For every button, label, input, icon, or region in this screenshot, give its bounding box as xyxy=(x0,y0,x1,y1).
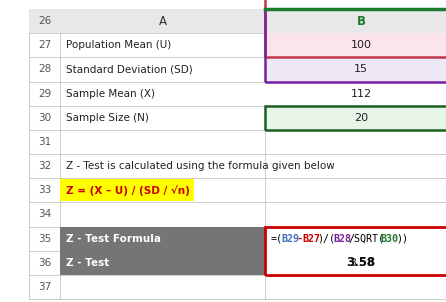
Text: 28: 28 xyxy=(38,64,51,75)
Text: /SQRT(: /SQRT( xyxy=(349,233,385,244)
Text: =(: =( xyxy=(271,233,283,244)
Bar xyxy=(265,33,446,57)
Bar xyxy=(265,82,446,106)
Bar xyxy=(265,226,446,251)
Text: 29: 29 xyxy=(38,88,51,99)
Bar xyxy=(265,106,446,130)
Text: 20: 20 xyxy=(354,113,368,123)
Text: 112: 112 xyxy=(351,88,372,99)
Text: 27: 27 xyxy=(38,40,51,50)
Text: 26: 26 xyxy=(38,16,51,26)
Text: 3.58: 3.58 xyxy=(349,258,374,268)
Text: 3.58: 3.58 xyxy=(347,256,376,269)
Bar xyxy=(265,0,446,57)
Text: 37: 37 xyxy=(38,282,51,292)
Text: B29: B29 xyxy=(281,233,299,244)
Bar xyxy=(60,179,194,201)
Text: 34: 34 xyxy=(38,209,51,220)
Bar xyxy=(265,57,446,82)
Bar xyxy=(265,251,446,275)
Bar xyxy=(60,226,265,251)
Text: 30: 30 xyxy=(38,113,51,123)
Text: 35: 35 xyxy=(38,233,51,244)
Bar xyxy=(265,106,446,130)
Text: Z - Test is calculated using the formula given below: Z - Test is calculated using the formula… xyxy=(66,161,334,171)
Text: )/(: )/( xyxy=(318,233,336,244)
Bar xyxy=(265,226,446,275)
Bar xyxy=(60,9,265,33)
Text: B: B xyxy=(357,14,366,28)
Text: 36: 36 xyxy=(38,258,51,268)
Text: Z - Test: Z - Test xyxy=(66,258,109,268)
Bar xyxy=(60,251,265,275)
Text: A: A xyxy=(159,14,167,28)
Text: B28: B28 xyxy=(333,233,351,244)
Bar xyxy=(265,9,446,82)
Text: 31: 31 xyxy=(38,137,51,147)
Text: )): )) xyxy=(396,233,408,244)
Text: B27: B27 xyxy=(302,233,320,244)
Text: 32: 32 xyxy=(38,161,51,171)
Text: Standard Deviation (SD): Standard Deviation (SD) xyxy=(66,64,192,75)
Text: Population Mean (U): Population Mean (U) xyxy=(66,40,171,50)
Text: Z = (X – U) / (SD / √n): Z = (X – U) / (SD / √n) xyxy=(66,185,190,196)
Text: 15: 15 xyxy=(354,64,368,75)
Text: -: - xyxy=(297,233,303,244)
Bar xyxy=(265,9,446,33)
Bar xyxy=(29,9,60,33)
Text: B30: B30 xyxy=(380,233,398,244)
Text: Z - Test Formula: Z - Test Formula xyxy=(66,233,161,244)
Text: 100: 100 xyxy=(351,40,372,50)
Text: Sample Mean (X): Sample Mean (X) xyxy=(66,88,155,99)
Text: Sample Size (N): Sample Size (N) xyxy=(66,113,149,123)
Text: 33: 33 xyxy=(38,185,51,195)
